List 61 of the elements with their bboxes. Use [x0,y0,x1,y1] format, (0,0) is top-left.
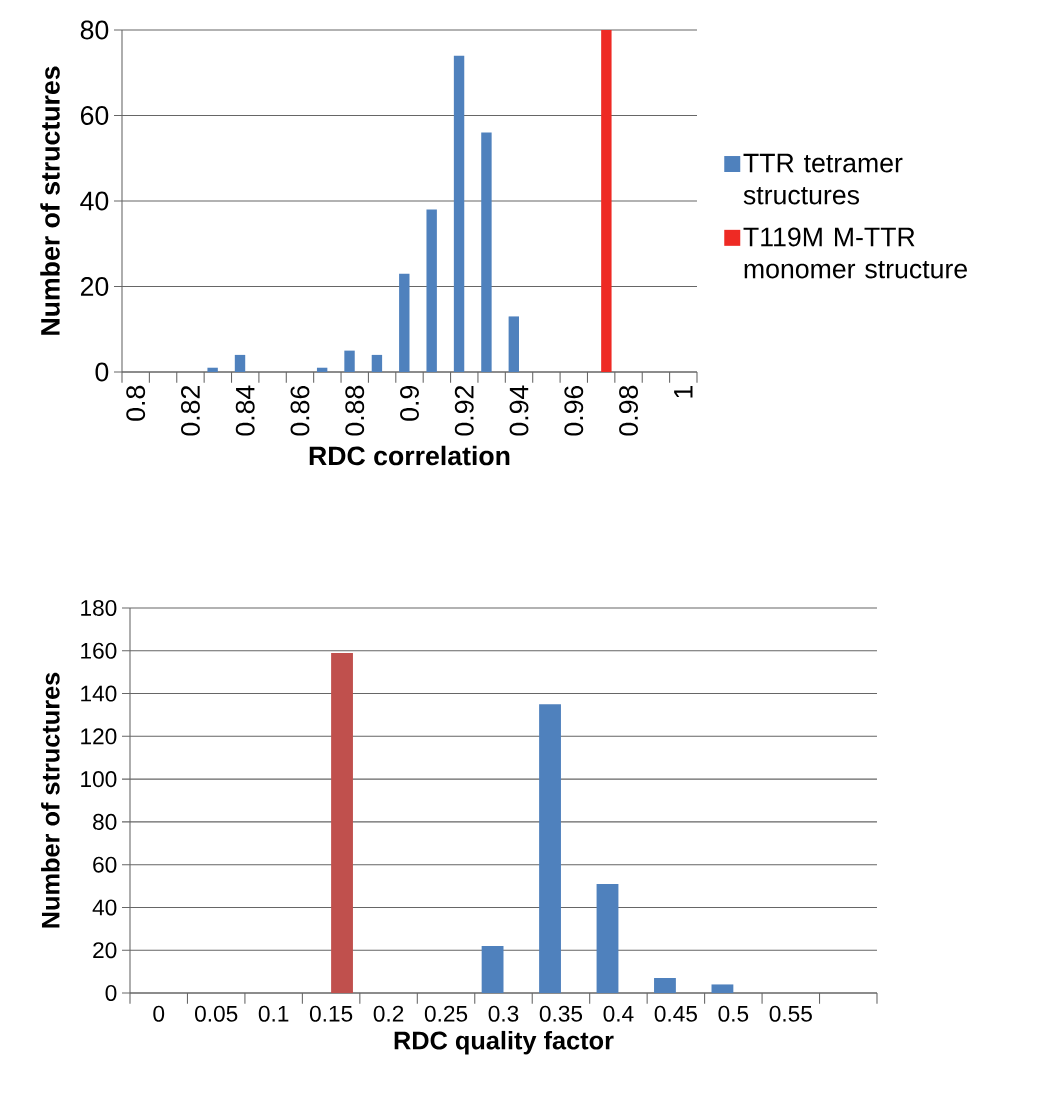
x-tick-label: 0.88 [345,385,365,436]
y-tick-label: 20 [93,942,117,959]
bar [601,30,612,372]
bar [399,273,410,372]
y-tick-label: 40 [80,191,109,211]
x-tick-label: 0 [153,1005,165,1022]
y-tick-label: 80 [80,20,109,40]
y-tick-label: 180 [81,599,117,617]
legend-label: T119M M-TTR monomer structure [743,227,967,279]
bar [344,350,355,372]
y-tick-label: 140 [81,685,117,702]
legend-label: TTR tetramer structures [743,153,903,205]
bar [654,978,676,993]
bar [331,652,353,993]
x-tick-label: 0.05 [195,1005,238,1022]
x-tick-label: 1 [674,386,693,398]
y-tick-label: 60 [80,106,109,125]
x-tick-label: 0.2 [373,1005,404,1022]
y-tick-label: 160 [81,642,117,659]
y-tick-label: 120 [81,728,117,745]
bar [426,209,437,372]
y-axis-title: Number of structures [41,672,60,928]
x-tick-label: 0.35 [539,1005,583,1022]
x-tick-label: 0.8 [126,385,146,421]
y-tick-label: 60 [93,856,117,873]
x-tick-label: 0.15 [309,1005,353,1022]
bar [481,132,492,372]
x-tick-label: 0.55 [769,1005,812,1022]
bar [539,704,561,993]
bar [711,984,734,993]
x-tick-label: 0.5 [718,1005,749,1022]
x-tick-label: 0.1 [258,1005,289,1022]
bar [316,367,328,372]
y-axis-title: Number of structures [40,66,60,335]
x-tick-label: 0.98 [619,385,638,436]
bar [453,55,465,372]
y-tick-label: 40 [92,899,117,916]
bar [207,367,218,372]
bar [371,354,383,372]
y-tick-label: 80 [93,813,117,830]
x-tick-label: 0.45 [654,1005,697,1022]
x-tick-label: 0.82 [181,386,200,436]
bar [234,354,246,372]
x-tick-label: 0.4 [603,1005,634,1022]
x-tick-label: 0.96 [564,385,584,436]
x-tick-label: 0.25 [424,1005,468,1022]
y-tick-label: 100 [81,771,117,788]
x-tick-label: 0.84 [235,385,255,436]
x-axis-title: RDC correlation [309,445,510,466]
y-tick-label: 0 [95,362,109,382]
bar [508,316,520,372]
x-tick-label: 0.9 [400,385,419,421]
x-tick-label: 0.94 [509,385,529,436]
y-tick-label: 0 [105,984,117,1002]
x-axis-title: RDC quality factor [394,1030,614,1055]
x-tick-label: 0.92 [454,386,474,436]
bar [596,883,619,993]
x-tick-label: 0.3 [488,1005,519,1022]
bar [481,945,504,993]
y-tick-label: 20 [80,277,109,296]
x-tick-label: 0.86 [290,385,310,436]
